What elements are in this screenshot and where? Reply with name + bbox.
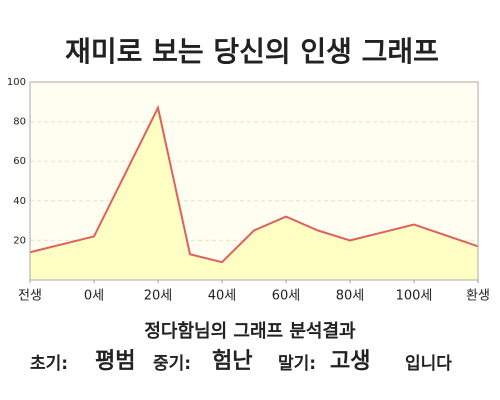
y-tick-label: 100 [7,77,26,88]
plot-border [29,81,479,281]
y-tick-label: 40 [13,196,26,207]
result-label: 말기: [278,353,316,374]
y-tick-label: 60 [13,156,26,167]
x-tick-label: 80세 [336,289,365,304]
y-tick-label: 80 [13,117,26,128]
result-value: 험난 [212,348,252,374]
result-value: 고생 [330,349,370,374]
x-tick-label: 0세 [84,289,104,304]
x-tick-label: 환생 [466,289,490,304]
chart-title: 재미로 보는 당신의 인생 그래프 [65,35,439,68]
result-label: 중기: [153,354,191,374]
x-tick-label: 100세 [396,289,433,304]
result-ending: 입니다 [405,354,452,374]
x-tick-label: 40세 [208,289,237,304]
result-label: 초기: [30,354,68,374]
result-value: 평범 [95,349,135,374]
x-tick-label: 20세 [144,289,173,304]
x-tick-label: 전생 [18,289,42,304]
x-tick-label: 60세 [272,289,301,304]
line [29,104,479,264]
result-heading: 정다함님의 그래프 분석결과 [144,320,356,342]
y-tick-label: 20 [13,235,26,246]
